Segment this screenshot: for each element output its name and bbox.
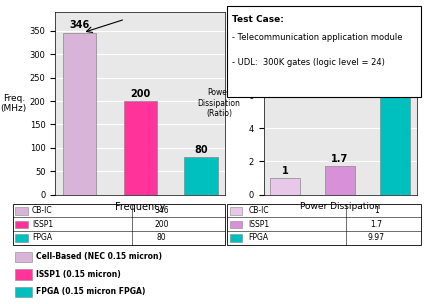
Bar xyxy=(270,178,300,195)
Bar xyxy=(63,33,96,195)
Text: ISSP1: ISSP1 xyxy=(249,220,270,229)
Text: 80: 80 xyxy=(157,233,166,242)
Text: 1.7: 1.7 xyxy=(370,220,382,229)
Text: CB-IC: CB-IC xyxy=(32,206,53,215)
Bar xyxy=(325,166,355,195)
Text: 1.7: 1.7 xyxy=(332,154,348,164)
Text: Cell-Based (NEC 0.15 micron): Cell-Based (NEC 0.15 micron) xyxy=(36,252,162,261)
Text: 346: 346 xyxy=(70,20,90,30)
Text: 200: 200 xyxy=(154,220,169,229)
Text: - UDL:  300K gates (logic level = 24): - UDL: 300K gates (logic level = 24) xyxy=(232,58,385,67)
Y-axis label: Power
Dissipation
(Ratio): Power Dissipation (Ratio) xyxy=(198,88,241,118)
Bar xyxy=(124,101,157,195)
X-axis label: Frequency: Frequency xyxy=(115,202,165,212)
Bar xyxy=(380,29,410,195)
Text: - Telecommunication application module: - Telecommunication application module xyxy=(232,33,402,43)
Text: Test Case:: Test Case: xyxy=(232,15,283,24)
Text: 200: 200 xyxy=(130,89,150,99)
Text: FPGA: FPGA xyxy=(32,233,52,242)
Text: FPGA: FPGA xyxy=(249,233,269,242)
Text: FPGA (0.15 micron FPGA): FPGA (0.15 micron FPGA) xyxy=(36,287,145,296)
Text: 1: 1 xyxy=(374,206,379,215)
Text: 9.97: 9.97 xyxy=(382,17,407,27)
Text: 9.97: 9.97 xyxy=(368,233,385,242)
Text: ISSP1 (0.15 micron): ISSP1 (0.15 micron) xyxy=(36,270,121,279)
X-axis label: Power Dissipation: Power Dissipation xyxy=(300,202,380,211)
Text: 80: 80 xyxy=(194,145,208,155)
Text: 1: 1 xyxy=(282,166,289,176)
Bar xyxy=(184,157,218,195)
Text: 346: 346 xyxy=(154,206,169,215)
Text: ISSP1: ISSP1 xyxy=(32,220,53,229)
Text: CB-IC: CB-IC xyxy=(249,206,269,215)
Y-axis label: Freq.
(MHz): Freq. (MHz) xyxy=(0,94,27,113)
